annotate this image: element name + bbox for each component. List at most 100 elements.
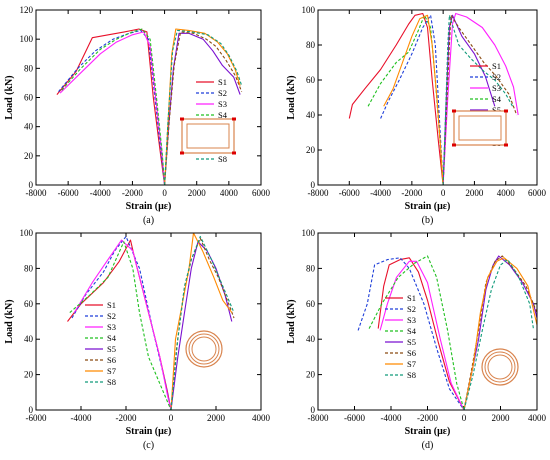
- series-line-s6: [164, 31, 243, 186]
- legend-label-s1: S1: [407, 293, 416, 303]
- legend-label-s4: S4: [492, 94, 502, 104]
- series-line-s3: [379, 260, 465, 411]
- inset-inner-circle: [487, 354, 513, 380]
- y-tick-label: 60: [24, 299, 34, 309]
- legend-label-s7: S7: [407, 359, 416, 369]
- panel-label: (d): [422, 440, 434, 451]
- inset-outer-circle: [185, 330, 223, 368]
- plot-frame: [35, 9, 262, 186]
- x-axis-label: Strain (με): [405, 201, 451, 212]
- y-tick-label: 60: [306, 75, 316, 85]
- x-tick-label: -6000: [58, 188, 79, 198]
- x-tick-label: 0: [162, 188, 167, 198]
- x-tick-label: 0: [462, 413, 467, 423]
- legend-label-s8: S8: [107, 377, 116, 387]
- chart-panel-2: -8000 -6000 -4000 -2000 0 2000 4000 6000 0 20 40 60…: [286, 5, 547, 226]
- x-tick-label: 6000: [528, 188, 547, 198]
- series-line-s6: [442, 14, 518, 186]
- legend-label-s5: S5: [492, 105, 501, 115]
- series-line-s6: [463, 255, 538, 411]
- series-line-s1: [56, 28, 166, 186]
- y-tick-label: 40: [306, 110, 316, 120]
- cross-section-inset: [185, 330, 223, 368]
- legend-label-s8: S8: [218, 154, 227, 164]
- y-tick-label: 100: [302, 5, 316, 15]
- panel-label: (b): [422, 215, 434, 226]
- y-tick-label: 60: [306, 299, 316, 309]
- chart-panel-4: -8000 -6000 -4000 -2000 0 2000 4000 0 20 40 60 80 10…: [286, 228, 547, 451]
- y-tick-label: 80: [306, 40, 316, 50]
- x-tick-label: -4000: [90, 188, 111, 198]
- x-tick-label: -2000: [401, 188, 422, 198]
- y-tick-label: 20: [24, 370, 34, 380]
- legend-label-s2: S2: [407, 304, 416, 314]
- y-tick-label: 20: [306, 145, 316, 155]
- x-tick-label: -8000: [308, 413, 329, 423]
- x-tick-label: 2000: [207, 413, 226, 423]
- y-tick-label: 0: [29, 405, 34, 415]
- y-axis-label: Load (kN): [4, 299, 15, 343]
- strain-gauge-marker: [180, 151, 184, 155]
- plot-frame: [317, 232, 538, 411]
- cross-section-inset: [481, 348, 519, 386]
- panel-label: (c): [143, 440, 154, 451]
- series-line-s2: [357, 257, 465, 411]
- x-tick-label: 6000: [252, 188, 271, 198]
- y-tick-label: 60: [24, 93, 34, 103]
- legend-label-s2: S2: [107, 311, 116, 321]
- y-tick-label: 80: [306, 263, 316, 273]
- y-tick-label: 0: [29, 180, 34, 190]
- y-axis-label: Load (kN): [4, 75, 15, 119]
- strain-gauge-marker: [452, 143, 456, 147]
- series-line-s8: [170, 235, 235, 411]
- legend-label-s3: S3: [492, 83, 501, 93]
- series-line-s2: [380, 14, 444, 186]
- x-tick-label: 2000: [188, 188, 207, 198]
- panel-label: (a): [143, 215, 154, 226]
- series-line-s4: [61, 28, 166, 186]
- strain-gauge-marker: [180, 117, 184, 121]
- x-tick-label: -6000: [339, 188, 360, 198]
- series-line-s8: [442, 14, 514, 186]
- series-line-s8: [463, 259, 534, 411]
- legend-label-s2: S2: [218, 88, 227, 98]
- inset-inner-rect: [458, 115, 502, 141]
- x-tick-label: 2000: [465, 188, 484, 198]
- x-tick-label: -8000: [308, 188, 329, 198]
- plot-frame: [317, 9, 538, 186]
- x-tick-label: -8000: [26, 188, 47, 198]
- x-tick-label: -6000: [26, 413, 47, 423]
- legend-label-s1: S1: [107, 300, 116, 310]
- series-line-s3: [73, 239, 172, 411]
- chart-panel-3: -6000 -4000 -2000 0 2000 4000 0 20 40 60 80 100 Stra…: [4, 228, 271, 451]
- series-line-s1: [348, 12, 444, 186]
- inset-middle-circle: [484, 351, 516, 383]
- x-tick-label: -2000: [122, 188, 143, 198]
- y-tick-label: 0: [311, 180, 316, 190]
- series-line-s3: [442, 12, 519, 186]
- plot-frame: [35, 232, 262, 411]
- y-tick-label: 20: [306, 370, 316, 380]
- strain-gauge-marker: [504, 143, 508, 147]
- series-line-s1: [377, 257, 465, 411]
- strain-gauge-marker: [232, 151, 236, 155]
- series-line-s7: [463, 257, 538, 411]
- cross-section-inset: [180, 117, 236, 155]
- series-line-s8: [164, 29, 243, 186]
- x-tick-label: 4000: [252, 413, 271, 423]
- inset-middle-circle: [188, 333, 220, 365]
- inset-outer-circle: [481, 348, 519, 386]
- x-tick-label: 0: [169, 413, 174, 423]
- y-tick-label: 80: [24, 63, 34, 73]
- legend-label-s5: S5: [107, 344, 116, 354]
- cross-section-inset: [452, 109, 508, 147]
- y-tick-label: 20: [24, 151, 34, 161]
- y-tick-label: 100: [302, 228, 316, 238]
- x-tick-label: 0: [441, 188, 446, 198]
- y-tick-label: 0: [311, 405, 316, 415]
- legend-label-s8: S8: [407, 370, 416, 380]
- legend-label-s3: S3: [218, 99, 227, 109]
- series-line-s4: [69, 241, 172, 411]
- y-tick-label: 120: [20, 5, 34, 15]
- legend-label-s2: S2: [492, 72, 501, 82]
